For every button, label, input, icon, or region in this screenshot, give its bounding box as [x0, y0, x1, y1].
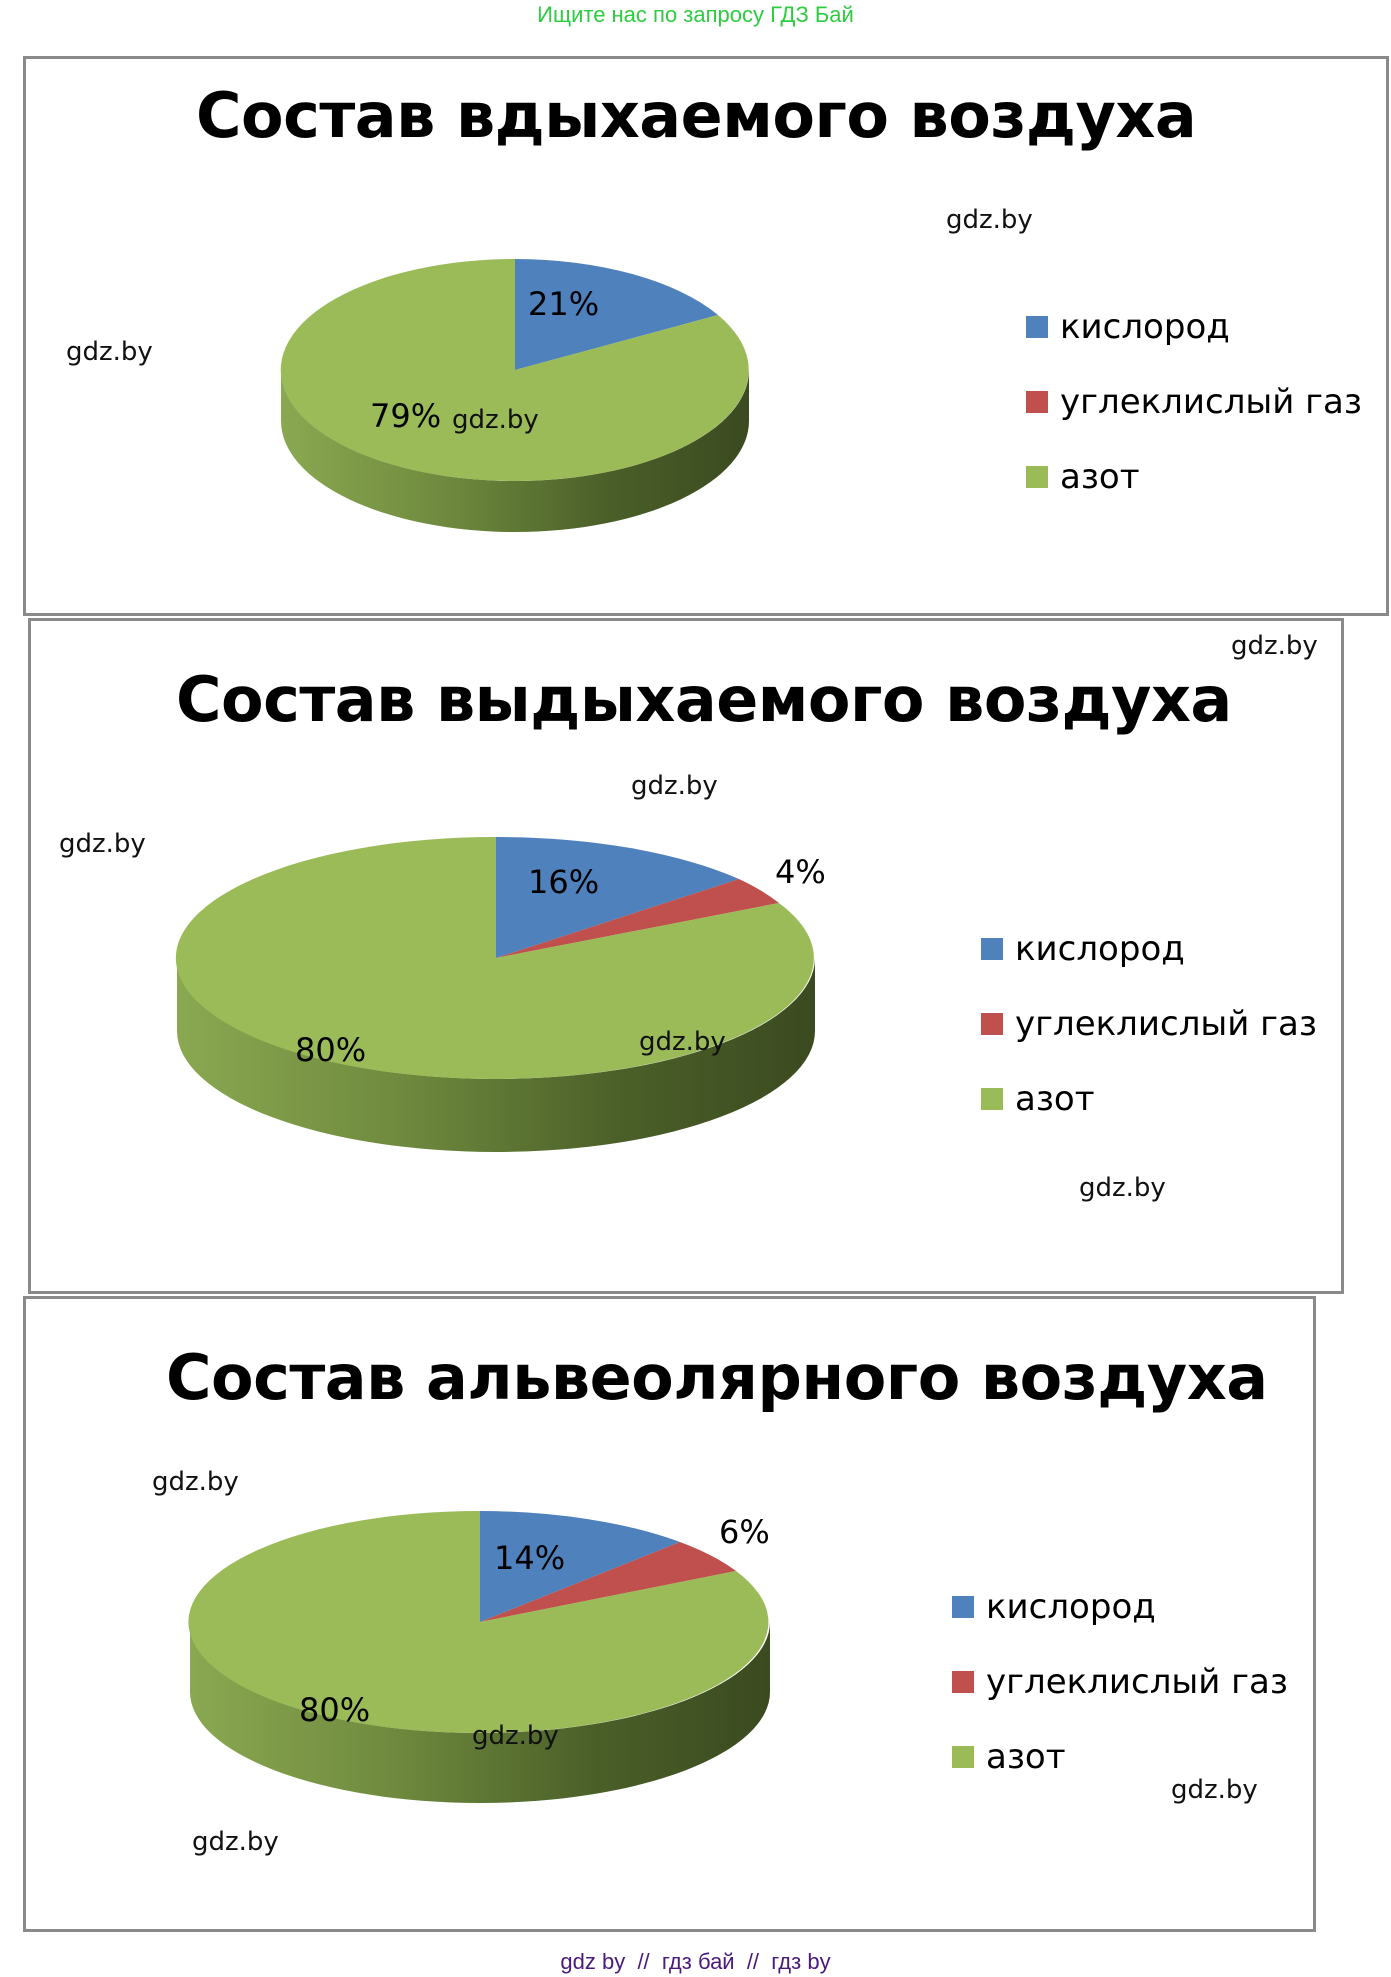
- chart-legend: кислород углеклислый газ азот: [981, 911, 1317, 1136]
- data-label-oxygen: 14%: [494, 1539, 566, 1577]
- slice-oxygen: [480, 1511, 680, 1622]
- legend-item-nitrogen: азот: [952, 1719, 1288, 1794]
- search-hint-banner: Ищите нас по запросу ГДЗ Бай: [537, 2, 854, 27]
- watermark: gdz.by: [152, 1467, 239, 1497]
- chart-alveolar-air: Состав альвеолярного воздуха gdz.by 14% …: [23, 1296, 1316, 1932]
- chart-exhaled-air: gdz.by Состав выдыхаемого воздуха gdz.by…: [28, 618, 1344, 1294]
- watermark: gdz.by: [452, 405, 539, 435]
- chart-legend: кислород углеклислый газ азот: [952, 1569, 1288, 1794]
- data-label-nitrogen: 79%: [370, 397, 442, 435]
- legend-item-oxygen: кислород: [981, 911, 1317, 986]
- chart-title: Состав альвеолярного воздуха: [166, 1341, 1268, 1414]
- legend-item-co2: углеклислый газ: [952, 1644, 1288, 1719]
- watermark: gdz.by: [192, 1827, 279, 1857]
- watermark: gdz.by: [1079, 1173, 1166, 1203]
- pie-chart: [175, 836, 815, 1152]
- watermark: gdz.by: [59, 829, 146, 859]
- legend-swatch: [1026, 465, 1048, 488]
- watermark: gdz.by: [946, 205, 1033, 235]
- data-label-oxygen: 16%: [528, 863, 600, 901]
- slice-nitrogen: [280, 258, 749, 481]
- legend-item-nitrogen: азот: [981, 1061, 1317, 1136]
- legend-item-oxygen: кислород: [1026, 289, 1362, 364]
- legend-item-co2: углеклислый газ: [1026, 364, 1362, 439]
- data-label-co2: 4%: [775, 853, 826, 891]
- pie-chart: [280, 258, 749, 532]
- footer-links: gdz by // гдз бай // гдз by: [560, 1949, 831, 1974]
- legend-swatch: [1026, 315, 1048, 338]
- watermark: gdz.by: [66, 337, 153, 367]
- chart-legend: кислород углеклислый газ азот: [1026, 289, 1362, 514]
- legend-item-nitrogen: азот: [1026, 439, 1362, 514]
- chart-title: Состав выдыхаемого воздуха: [176, 663, 1232, 736]
- legend-swatch: [952, 1745, 974, 1768]
- data-label-nitrogen: 80%: [299, 1691, 371, 1729]
- slice-oxygen: [515, 259, 718, 370]
- data-label-co2: 6%: [719, 1513, 770, 1551]
- watermark: gdz.by: [639, 1027, 726, 1057]
- pie-chart: [188, 1510, 770, 1803]
- watermark: gdz.by: [631, 771, 718, 801]
- legend-item-co2: углеклислый газ: [981, 986, 1317, 1061]
- legend-swatch: [981, 1012, 1003, 1035]
- legend-swatch: [952, 1595, 974, 1618]
- data-label-oxygen: 21%: [528, 285, 600, 323]
- legend-item-oxygen: кислород: [952, 1569, 1288, 1644]
- chart-inhaled-air: Состав вдыхаемого воздуха gdz.by gdz.by …: [23, 56, 1389, 616]
- slice-nitrogen: [175, 836, 814, 1079]
- legend-swatch: [1026, 390, 1048, 413]
- chart-title: Состав вдыхаемого воздуха: [196, 79, 1197, 152]
- watermark: gdz.by: [472, 1721, 559, 1751]
- slice-co2: [480, 1542, 736, 1622]
- watermark: gdz.by: [1171, 1775, 1258, 1805]
- legend-swatch: [981, 1087, 1003, 1110]
- legend-swatch: [981, 937, 1003, 960]
- slice-nitrogen: [188, 1510, 769, 1733]
- slice-co2: [496, 879, 779, 958]
- slice-oxygen: [496, 836, 739, 958]
- watermark: gdz.by: [1231, 631, 1318, 661]
- data-label-nitrogen: 80%: [295, 1031, 367, 1069]
- legend-swatch: [952, 1670, 974, 1693]
